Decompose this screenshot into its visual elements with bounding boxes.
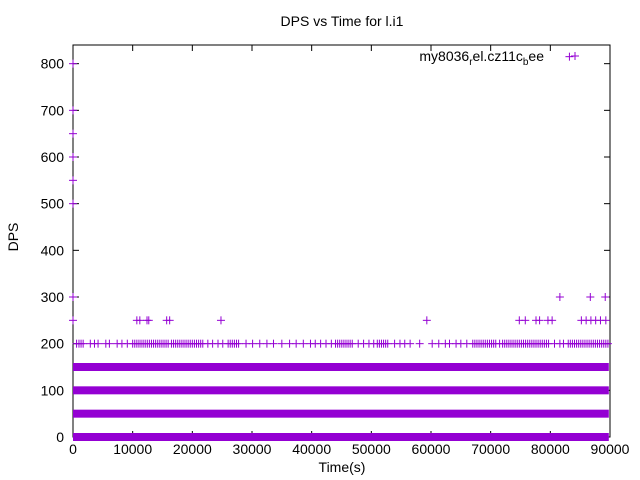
data-point	[535, 316, 544, 325]
data-point	[383, 339, 392, 348]
y-tick-label: 800	[41, 56, 65, 72]
data-point	[521, 316, 530, 325]
data-point	[586, 293, 595, 301]
y-tick-label: 600	[41, 149, 65, 165]
legend-entry-label: my8036rel.cz11cbee	[419, 48, 544, 68]
y-axis-label: DPS	[5, 223, 21, 252]
data-point	[603, 339, 612, 348]
y-tick-label: 700	[41, 102, 65, 118]
x-tick-label: 50000	[352, 441, 391, 457]
data-point	[69, 176, 77, 185]
data-band	[73, 386, 609, 395]
data-point	[69, 316, 77, 325]
y-tick-label: 500	[41, 196, 65, 212]
x-tick-label: 40000	[292, 441, 331, 457]
data-point	[94, 339, 103, 348]
data-point	[69, 59, 77, 68]
data-point	[327, 339, 336, 348]
data-point	[559, 339, 568, 348]
data-point	[292, 339, 301, 348]
data-point	[135, 316, 144, 325]
data-point	[123, 339, 132, 348]
data-point	[165, 316, 174, 325]
x-tick-label: 0	[69, 441, 77, 457]
data-point	[555, 293, 564, 301]
data-point	[216, 316, 225, 325]
data-point	[415, 339, 424, 348]
data-point	[72, 339, 81, 348]
data-band	[73, 433, 609, 441]
x-tick-label: 30000	[233, 441, 272, 457]
y-tick-label: 400	[41, 242, 65, 258]
x-tick-label: 60000	[412, 441, 451, 457]
x-tick-label: 80000	[531, 441, 570, 457]
x-tick-label: 10000	[113, 441, 152, 457]
data-point	[422, 316, 431, 325]
data-point	[601, 293, 610, 301]
data-point	[495, 339, 504, 348]
data-point	[269, 339, 278, 348]
data-band	[73, 363, 609, 371]
y-tick-label: 300	[41, 289, 65, 305]
x-tick-label: 70000	[471, 441, 510, 457]
data-point	[255, 339, 264, 348]
data-point	[69, 293, 77, 301]
axis-ticks: 0 100 200 300 400 500 600 700 800 0 10000 20000 3000…	[41, 45, 630, 457]
x-axis-label: Time(s)	[319, 459, 366, 475]
data-point	[69, 153, 77, 161]
data-point	[105, 339, 114, 348]
data-point	[234, 339, 243, 348]
data-point	[277, 339, 286, 348]
data-point	[144, 316, 153, 325]
data-point	[462, 339, 471, 348]
data-point	[69, 106, 77, 115]
data-point	[218, 339, 227, 348]
data-point	[299, 339, 308, 348]
plot-border	[72, 44, 611, 438]
data-point	[548, 316, 557, 325]
y-tick-label: 0	[56, 429, 64, 445]
data-point	[406, 339, 415, 348]
plot-frame	[72, 44, 611, 438]
legend: my8036rel.cz11cbee	[419, 48, 579, 68]
data-band	[73, 409, 609, 418]
data-point	[601, 316, 610, 325]
data-marks	[69, 52, 612, 441]
data-point	[565, 52, 574, 61]
y-tick-label: 200	[41, 336, 65, 352]
x-tick-label: 90000	[591, 441, 630, 457]
x-tick-label: 20000	[173, 441, 212, 457]
data-point	[248, 339, 257, 348]
legend-marker	[571, 52, 579, 60]
data-point	[369, 339, 378, 348]
chart-title: DPS vs Time for l.i1	[281, 13, 404, 29]
y-tick-label: 100	[41, 382, 65, 398]
data-point	[69, 199, 77, 208]
data-point	[69, 129, 77, 138]
